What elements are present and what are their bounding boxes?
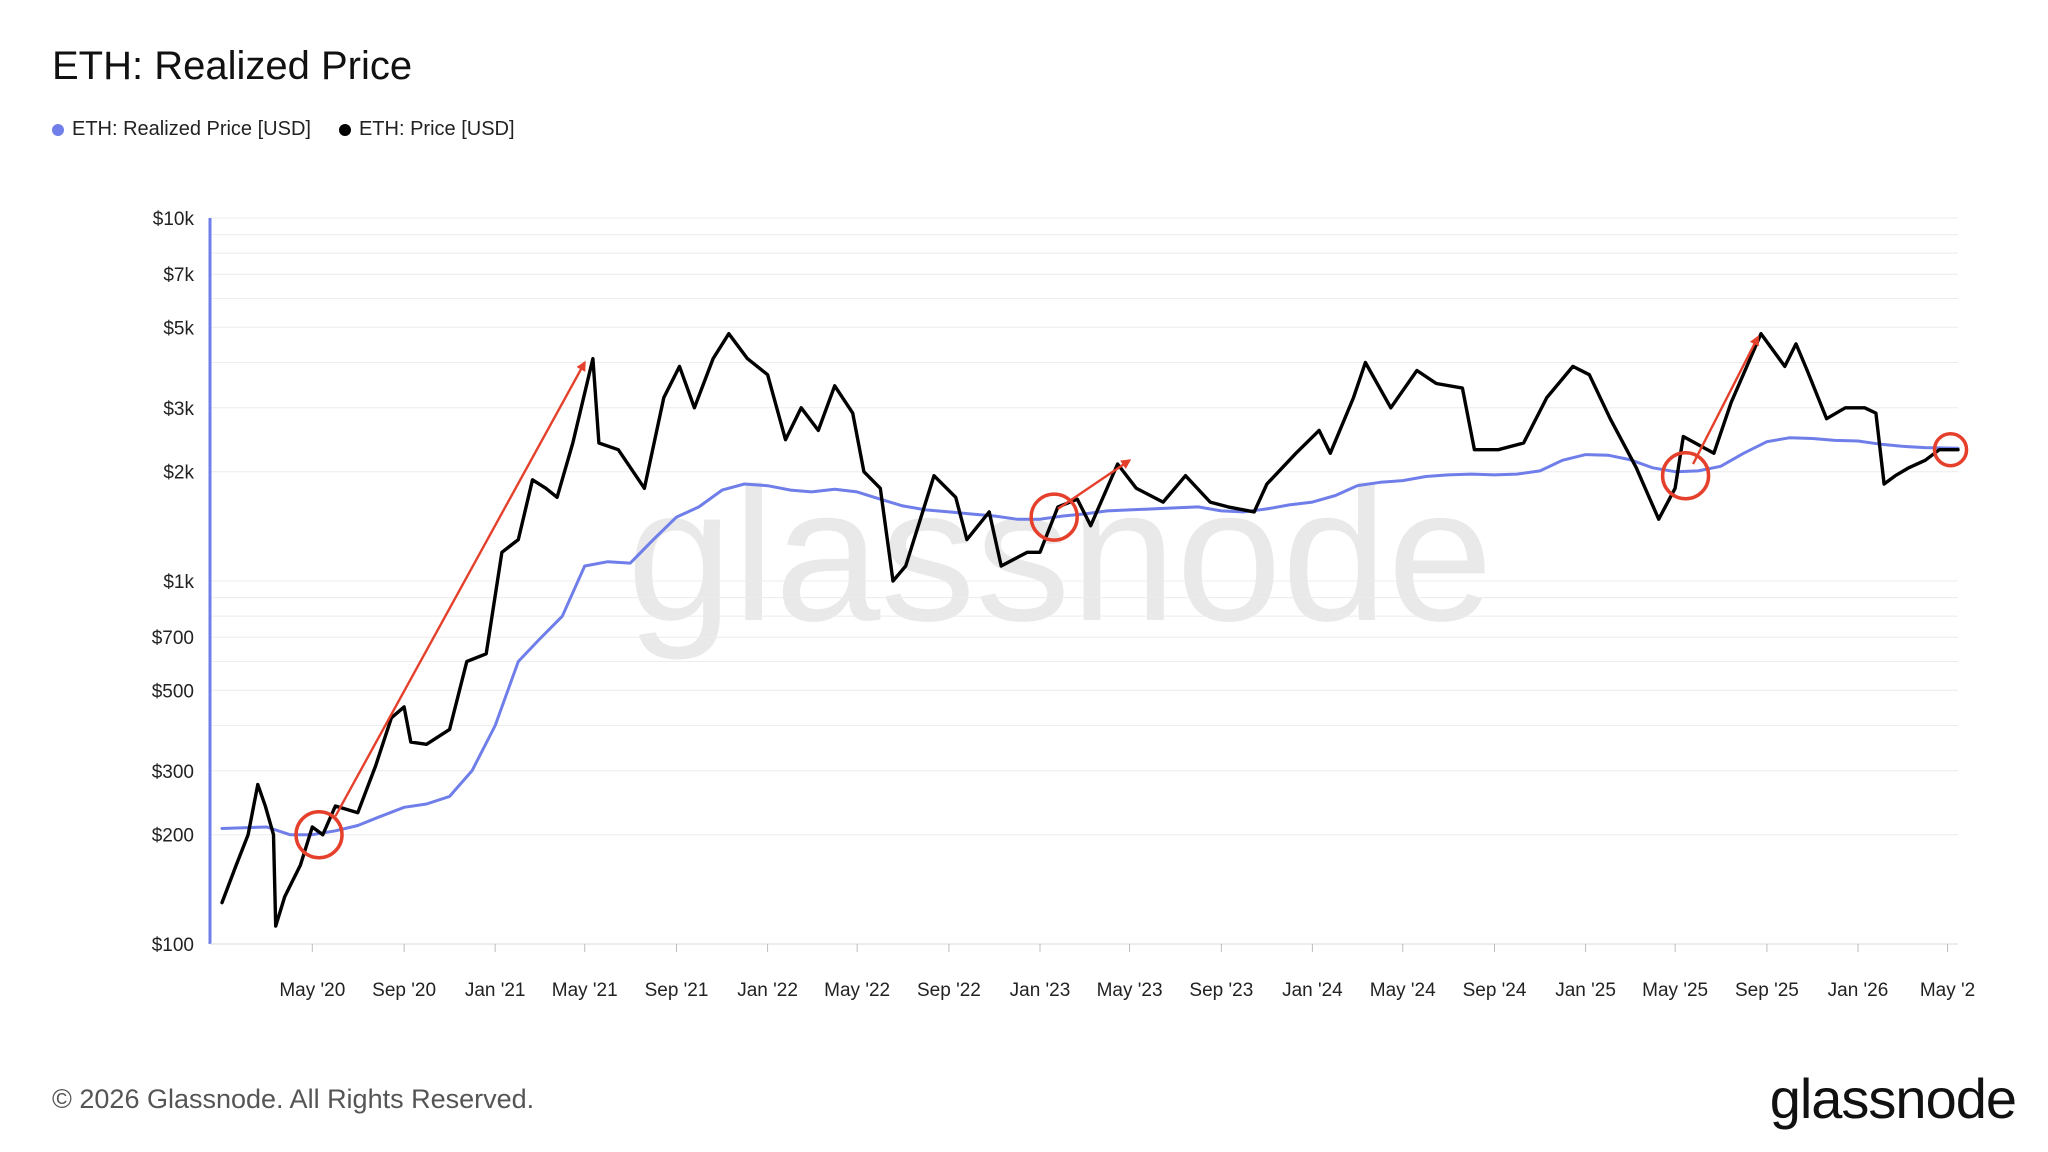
x-tick-label: May '21 (552, 980, 618, 1001)
x-tick-label: Jan '25 (1555, 980, 1616, 1001)
y-tick-label: $300 (152, 762, 194, 783)
y-tick-label: $100 (152, 935, 194, 956)
y-tick-label: $7k (163, 265, 194, 286)
watermark-text: glassnode (627, 449, 1493, 661)
y-tick-label: $5k (163, 318, 194, 339)
x-tick-label: May '20 (279, 980, 345, 1001)
y-tick-label: $1k (163, 572, 194, 593)
y-axis-ticks: $10k $7k $5k $3k $2k $1k $700 $500 $300 $200 $100 (152, 209, 195, 956)
annotation-circle (1660, 450, 1711, 501)
x-tick-label: Jan '24 (1282, 980, 1343, 1001)
y-tick-label: $200 (152, 826, 194, 847)
x-tick-label: Sep '22 (917, 980, 981, 1001)
copyright-text: © 2026 Glassnode. All Rights Reserved. (52, 1084, 535, 1114)
legend-label-realized-price: ETH: Realized Price [USD] (72, 118, 311, 140)
y-tick-label: $700 (152, 628, 194, 649)
x-tick-label: May '2 (1920, 980, 1975, 1001)
legend-dot-realized-price (52, 123, 64, 136)
x-tick-label: May '24 (1370, 980, 1436, 1001)
chart-title: ETH: Realized Price (52, 44, 413, 88)
y-tick-label: $10k (153, 209, 195, 230)
y-tick-label: $2k (163, 463, 194, 484)
legend-label-price: ETH: Price [USD] (358, 118, 515, 140)
legend-item-price[interactable]: ETH: Price [USD] (338, 118, 515, 141)
x-tick-label: Jan '23 (1010, 980, 1071, 1001)
x-tick-label: May '23 (1097, 980, 1163, 1001)
x-tick-label: Jan '22 (737, 980, 798, 1001)
x-tick-label: May '25 (1642, 980, 1708, 1001)
x-axis-ticks: May '20 Sep '20 Jan '21 May '21 Sep '21 Jan '… (279, 944, 1975, 1001)
annotation-circle (1932, 431, 1969, 468)
x-tick-label: Jan '26 (1828, 980, 1889, 1001)
x-tick-label: Sep '21 (645, 980, 709, 1001)
x-tick-label: May '22 (824, 980, 890, 1001)
grid-lines (210, 217, 1958, 945)
series-line-price (220, 332, 1960, 928)
x-tick-label: Sep '23 (1189, 980, 1253, 1001)
annotation-arrow (334, 360, 586, 817)
annotation-circle (1029, 492, 1079, 542)
legend-item-realized-price[interactable]: ETH: Realized Price [USD] (52, 118, 311, 141)
brand-logo: glassnode (1769, 1067, 2017, 1130)
x-tick-label: Jan '21 (465, 980, 526, 1001)
x-tick-label: Sep '24 (1463, 980, 1527, 1001)
x-tick-label: Sep '20 (372, 980, 436, 1001)
x-tick-label: Sep '25 (1735, 980, 1799, 1001)
annotation-arrow (1691, 335, 1760, 465)
legend: ETH: Realized Price [USD] ETH: Price [US… (52, 118, 515, 141)
legend-dot-price (338, 123, 351, 136)
y-tick-label: $3k (163, 399, 194, 420)
y-tick-label: $500 (152, 681, 194, 702)
annotation-circle (294, 809, 344, 860)
